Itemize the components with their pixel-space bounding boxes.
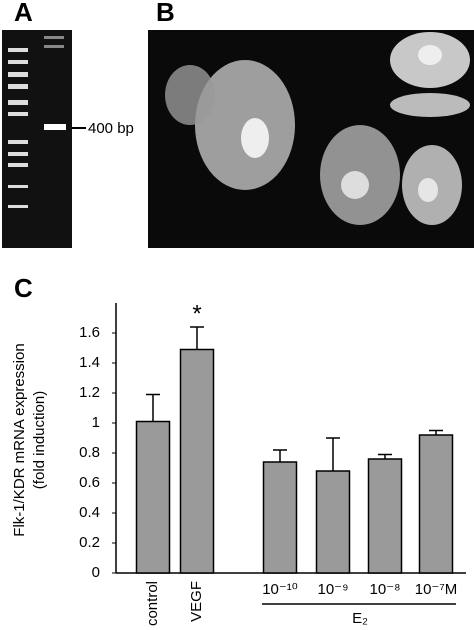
- cells: [165, 32, 470, 225]
- bar: [418, 434, 454, 574]
- annotation: *: [192, 300, 201, 327]
- x-tick-label: 10⁻⁹: [317, 581, 348, 598]
- x-tick-label: control: [144, 581, 161, 626]
- gel-image: [2, 30, 72, 248]
- bar: [135, 420, 171, 574]
- x-tick-label: 10⁻⁷M: [415, 581, 458, 598]
- bar: [315, 470, 351, 574]
- y-axis-label: Flk-1/KDR mRNA expression: [11, 343, 28, 536]
- y-tick-label: 0: [92, 564, 100, 581]
- bar: [179, 348, 215, 574]
- error-bar: [273, 449, 287, 462]
- y-tick-label: 1.6: [79, 324, 100, 341]
- panel-label: A: [14, 0, 33, 27]
- gel-bands: [8, 36, 66, 208]
- y-tick-label: 0.6: [79, 474, 100, 491]
- error-bar: [429, 429, 443, 435]
- bar: [262, 461, 298, 574]
- error-bar: [378, 453, 392, 459]
- gel-marker-label: 400 bp: [88, 120, 134, 137]
- y-tick-label: 1.2: [79, 384, 100, 401]
- x-tick-label: VEGF: [188, 581, 205, 622]
- y-tick-label: 1: [92, 414, 100, 431]
- error-bar: [190, 326, 204, 350]
- panel-label: B: [156, 0, 175, 27]
- error-bar: [326, 437, 340, 471]
- y-tick-label: 0.2: [79, 534, 100, 551]
- y-tick-label: 0.8: [79, 444, 100, 461]
- x-tick-label: 10⁻¹⁰: [262, 581, 298, 598]
- y-tick-label: 0.4: [79, 504, 100, 521]
- group-label: E₂: [352, 610, 368, 627]
- panel-label: C: [14, 273, 33, 303]
- error-bar: [146, 393, 160, 422]
- y-axis-label: (fold induction): [31, 391, 48, 489]
- x-tick-label: 10⁻⁸: [370, 581, 401, 598]
- bar: [367, 458, 403, 574]
- y-tick-label: 1.4: [79, 354, 100, 371]
